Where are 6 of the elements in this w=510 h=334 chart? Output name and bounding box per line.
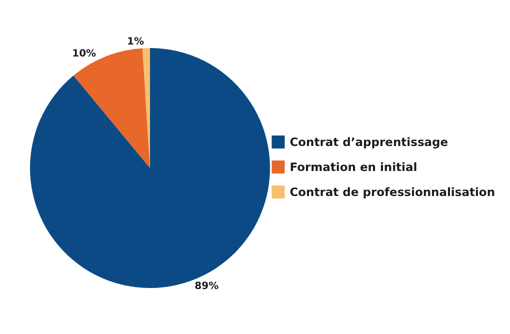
data-label: 10% xyxy=(72,48,96,60)
data-label: 1% xyxy=(127,36,144,48)
legend-label: Contrat d’apprentissage xyxy=(290,135,448,149)
legend-label: Contrat de professionnalisation xyxy=(290,185,496,199)
data-label: 89% xyxy=(194,281,219,292)
legend-label: Formation en initial xyxy=(290,160,418,174)
